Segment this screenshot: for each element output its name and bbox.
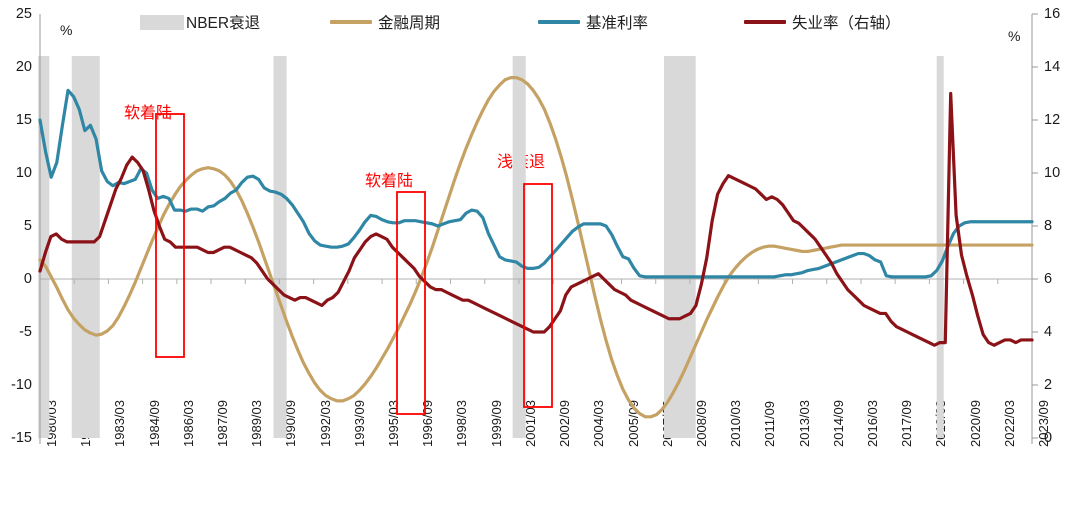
right-tick-label: 0 [1044,430,1053,446]
left-tick-label: 20 [15,59,32,75]
recession-band-4 [512,56,526,438]
annotation-box-3 [523,183,553,408]
annotation-box-2 [396,191,426,415]
recession-band-1 [38,56,50,438]
right-axis-unit: % [1008,28,1021,44]
right-tick-label: 2 [1044,377,1053,393]
annotation-label-2: 软着陆 [365,173,414,190]
left-tick-label: 15 [15,112,32,128]
left-tick-label: -5 [19,324,32,340]
series-line-3 [38,91,1034,347]
left-tick-label: 0 [23,271,32,287]
left-tick-label: -10 [11,377,32,393]
right-tick-label: 14 [1044,59,1061,75]
left-tick-label: 10 [15,165,32,181]
series-line-1 [38,76,1034,419]
right-tick-label: 6 [1044,271,1053,287]
left-tick-label: 5 [23,218,32,234]
right-tick-label: 8 [1044,218,1053,234]
left-axis-unit: % [60,22,73,38]
right-tick-label: 16 [1044,6,1061,22]
series-line-2 [38,88,1034,279]
annotation-label-1: 软着陆 [124,105,173,122]
recession-band-2 [71,56,100,438]
right-tick-label: 12 [1044,112,1061,128]
right-tick-label: 4 [1044,324,1053,340]
left-tick-label: 25 [15,6,32,22]
left-tick-label: -15 [11,430,32,446]
recession-band-3 [273,56,287,438]
recession-band-6 [936,56,944,438]
right-tick-label: 10 [1044,165,1061,181]
annotation-box-1 [155,113,185,358]
recession-band-5 [663,56,696,438]
